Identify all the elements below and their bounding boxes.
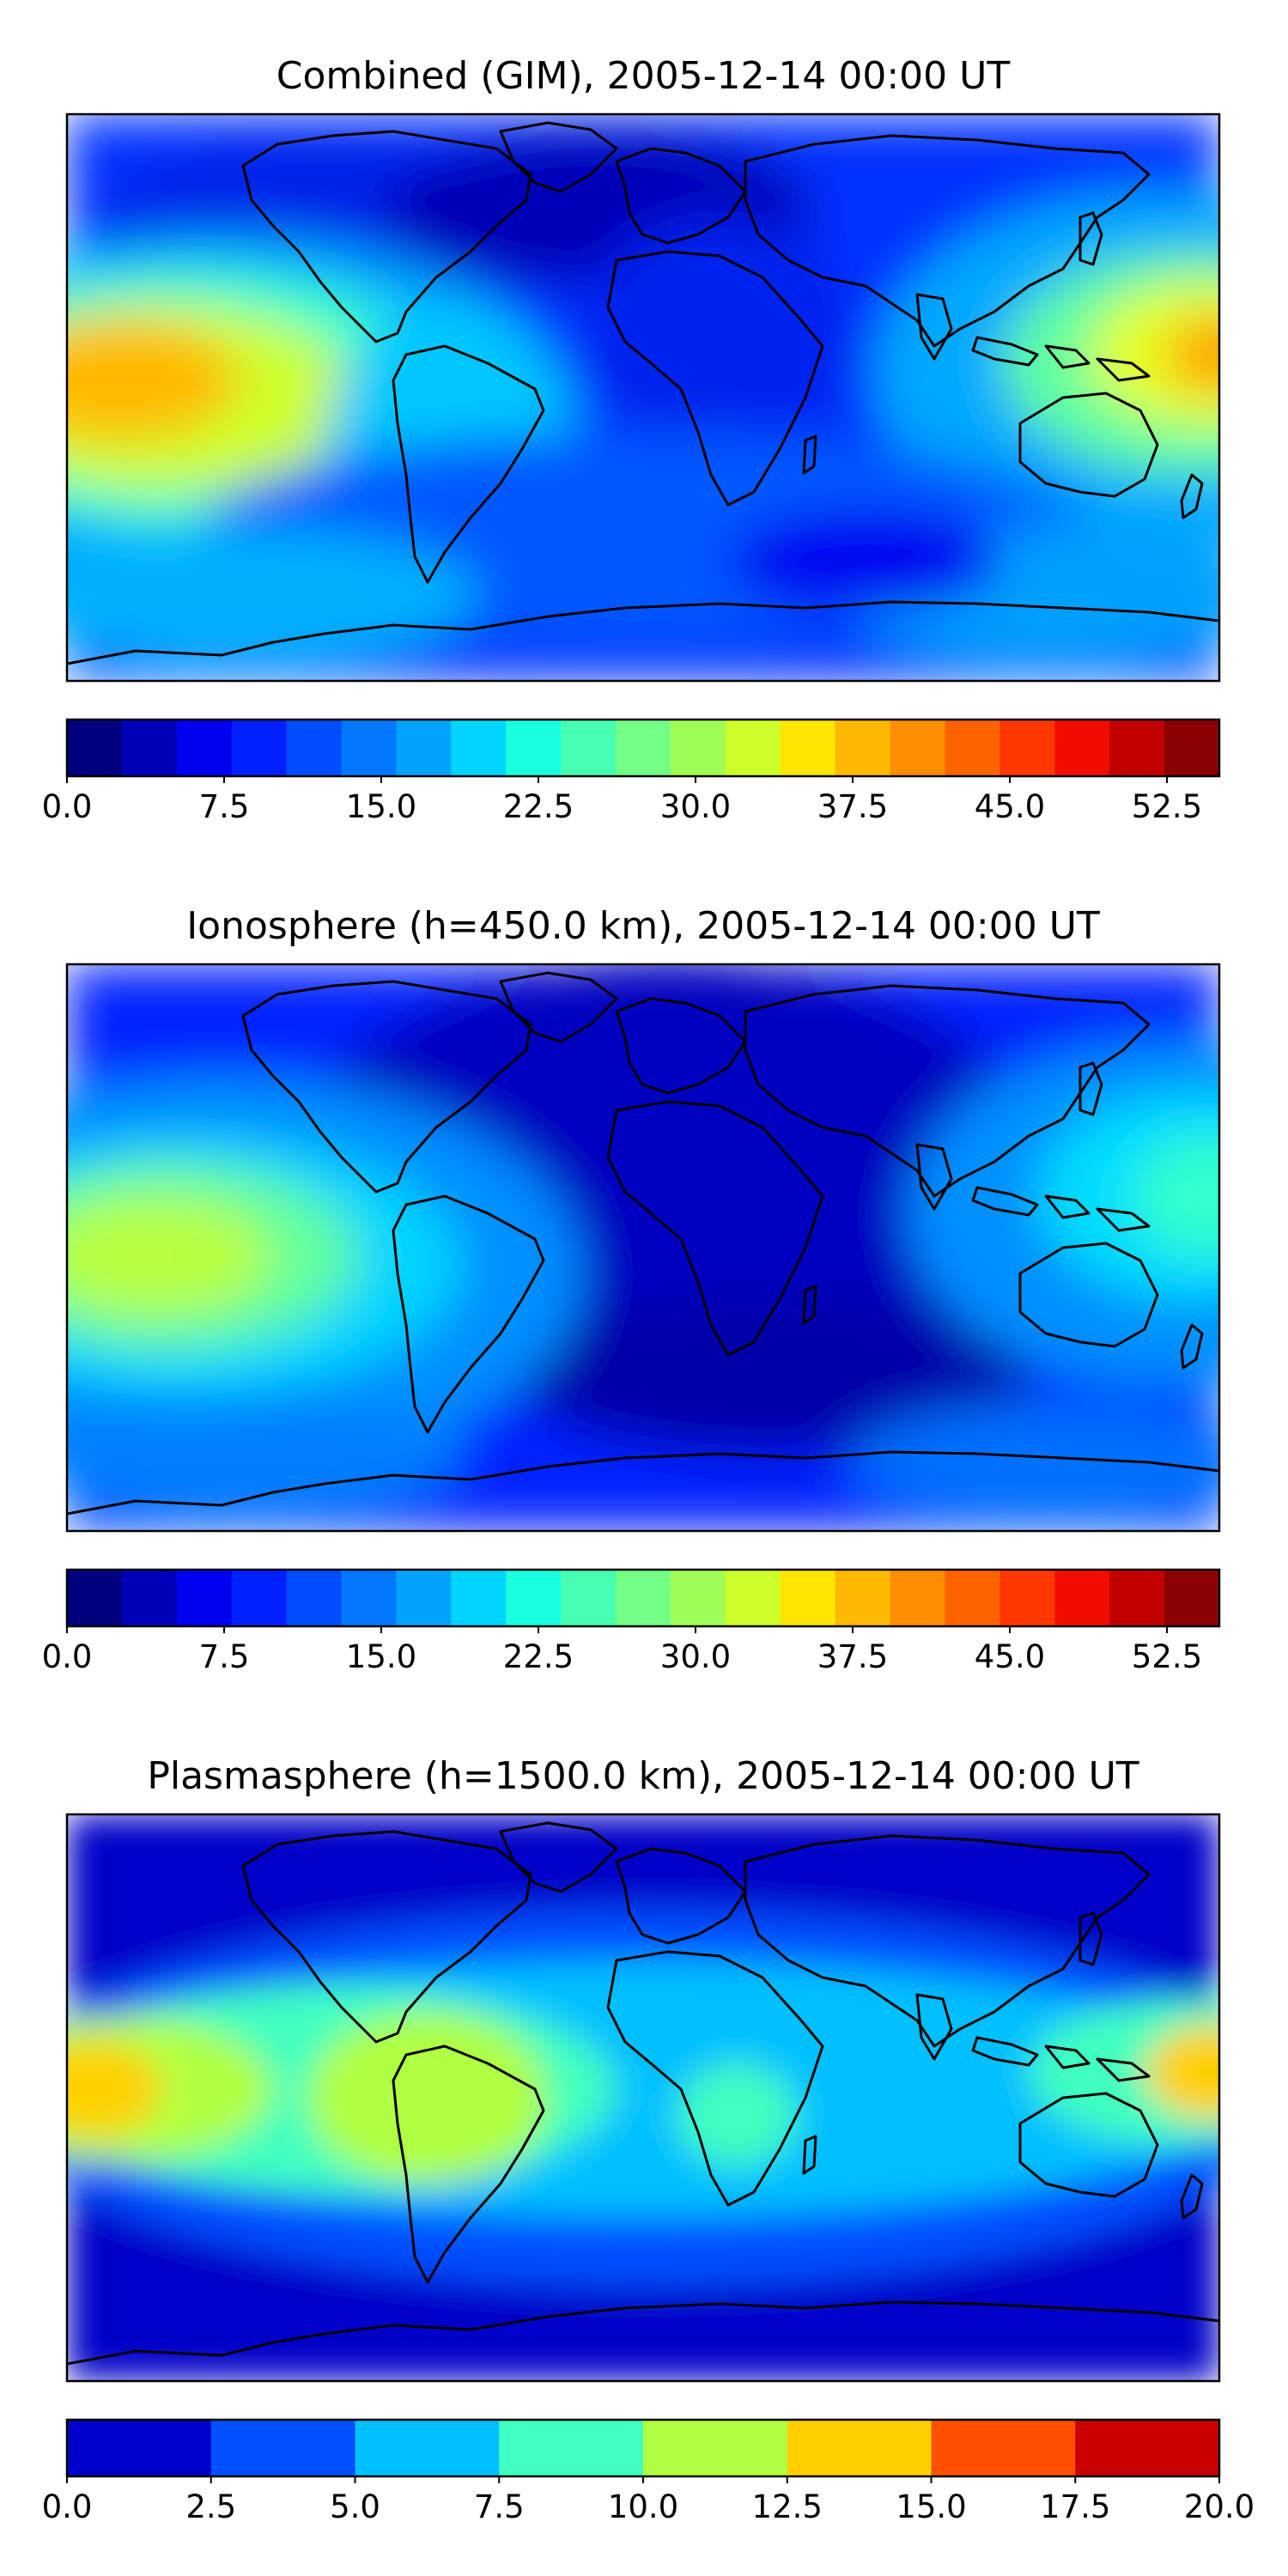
panel-3-colorbar: 0.0 2.5 5.0 7.5 10.0 12.5 15.0 17.5 20.0 — [42, 2418, 1255, 2525]
panel-1-map — [67, 114, 1219, 681]
colorbar-segment — [231, 720, 288, 776]
colorbar-segment — [780, 1570, 836, 1626]
colorbar-tick-label: 30.0 — [660, 788, 731, 825]
colorbar-segment — [506, 720, 562, 776]
colorbar-tick-label: 37.5 — [817, 1638, 888, 1675]
panel-3-frame — [65, 1813, 1221, 2383]
panel-3-map — [67, 1814, 1219, 2381]
colorbar-tick-label: 12.5 — [752, 2488, 823, 2525]
colorbar-tick-label: 30.0 — [660, 1638, 731, 1675]
colorbar-segment — [1164, 720, 1220, 776]
colorbar-segment — [999, 1570, 1055, 1626]
panel-1-frame — [65, 112, 1221, 683]
colorbar-segment — [787, 2420, 933, 2476]
colorbar-segment — [616, 720, 671, 776]
colorbar-segment — [121, 1570, 178, 1626]
colorbar-segment — [506, 1570, 562, 1626]
colorbar-segment — [890, 1570, 946, 1626]
colorbar-segment — [396, 1570, 452, 1626]
colorbar-segment — [396, 720, 452, 776]
colorbar-segment — [670, 720, 726, 776]
colorbar-segment — [670, 1570, 726, 1626]
colorbar-tick-label: 52.5 — [1132, 1638, 1202, 1675]
colorbar-tick-label: 22.5 — [503, 1638, 574, 1675]
panel-2-title: Ionosphere (h=450.0 km), 2005-12-14 00:0… — [186, 904, 1100, 948]
colorbar-segment — [341, 1570, 398, 1626]
colorbar-segment — [451, 1570, 507, 1626]
colorbar-frame — [65, 718, 1221, 778]
panel-2-frame — [65, 963, 1221, 1533]
colorbar-segment — [780, 720, 836, 776]
colorbar-tick-label: 52.5 — [1132, 788, 1202, 825]
colorbar-segment — [945, 1570, 1000, 1626]
colorbar-segment — [286, 720, 343, 776]
colorbar-segment — [176, 1570, 233, 1626]
colorbar-frame — [65, 1568, 1221, 1628]
colorbar-segment — [1075, 2420, 1220, 2476]
colorbar-segment — [1109, 720, 1165, 776]
colorbar-tick-label: 5.0 — [330, 2488, 380, 2525]
colorbar-segment — [210, 2420, 356, 2476]
panel-1-title: Combined (GIM), 2005-12-14 00:00 UT — [276, 54, 1011, 98]
colorbar-segment — [499, 2420, 644, 2476]
colorbar-segment — [725, 1570, 781, 1626]
colorbar-segment — [561, 720, 617, 776]
colorbar-tick-label: 0.0 — [42, 788, 93, 825]
colorbar-segment — [451, 720, 507, 776]
colorbar-segment — [931, 2420, 1076, 2476]
colorbar-tick-label: 0.0 — [42, 1638, 93, 1675]
colorbar-segment — [355, 2420, 500, 2476]
colorbar-segment — [286, 1570, 343, 1626]
colorbar-segment — [835, 720, 891, 776]
colorbar-tick-label: 15.0 — [896, 2488, 966, 2525]
colorbar-tick-label: 2.5 — [185, 2488, 236, 2525]
colorbar-tick-label: 45.0 — [975, 788, 1045, 825]
colorbar-segment — [121, 720, 178, 776]
colorbar-segment — [231, 1570, 288, 1626]
colorbar-tick-label: 15.0 — [346, 788, 416, 825]
colorbar-segment — [890, 720, 946, 776]
colorbar-segment — [1054, 1570, 1110, 1626]
panel-2-colorbar: 0.0 7.5 15.0 22.5 30.0 37.5 45.0 52.5 — [42, 1568, 1221, 1675]
colorbar-segment — [835, 1570, 891, 1626]
colorbar-segment — [1054, 720, 1110, 776]
colorbar-tick-label: 45.0 — [975, 1638, 1045, 1675]
colorbar-tick-label: 7.5 — [474, 2488, 525, 2525]
colorbar-segment — [67, 2420, 212, 2476]
colorbar-segment — [643, 2420, 788, 2476]
colorbar-segment — [176, 720, 233, 776]
colorbar-tick-label: 15.0 — [346, 1638, 416, 1675]
colorbar-segment — [725, 720, 781, 776]
colorbar-tick-label: 37.5 — [817, 788, 888, 825]
colorbar-tick-label: 7.5 — [199, 788, 250, 825]
colorbar-segment — [616, 1570, 671, 1626]
colorbar-segment — [67, 1570, 123, 1626]
colorbar-tick-label: 20.0 — [1184, 2488, 1255, 2525]
panel-1-colorbar: 0.0 7.5 15.0 22.5 30.0 37.5 45.0 52.5 — [42, 718, 1221, 825]
colorbar-segment — [999, 720, 1055, 776]
colorbar-tick-label: 7.5 — [199, 1638, 250, 1675]
colorbar-segment — [561, 1570, 617, 1626]
colorbar-segment — [1164, 1570, 1220, 1626]
colorbar-segment — [945, 720, 1000, 776]
colorbar-tick-label: 17.5 — [1040, 2488, 1110, 2525]
colorbar-segment — [67, 720, 123, 776]
colorbar-tick-label: 22.5 — [503, 788, 574, 825]
colorbar-segment — [341, 720, 398, 776]
colorbar-tick-label: 0.0 — [42, 2488, 93, 2525]
colorbar-segment — [1109, 1570, 1165, 1626]
colorbar-tick-label: 10.0 — [608, 2488, 678, 2525]
panel-3-title: Plasmasphere (h=1500.0 km), 2005-12-14 0… — [147, 1754, 1139, 1798]
